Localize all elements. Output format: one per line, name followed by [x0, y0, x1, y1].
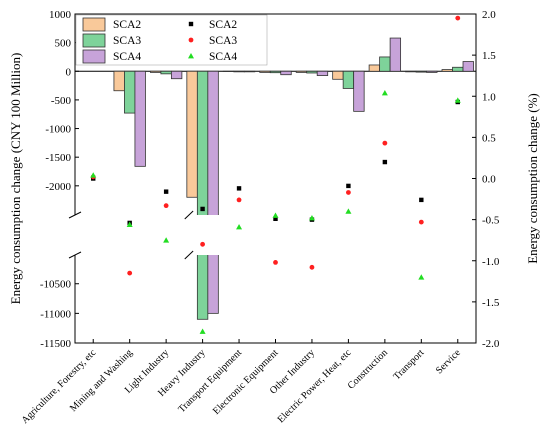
left-tick-label: -500 — [51, 95, 72, 107]
right-tick-label: -1.0 — [482, 256, 500, 268]
bar-sca2-1 — [114, 71, 125, 90]
bar-sca4-4 — [244, 71, 255, 72]
point-sca4-2 — [163, 237, 169, 242]
bar-sca2-8 — [369, 65, 380, 71]
legend-label: SCA2 — [209, 19, 237, 31]
bar-sca3-6 — [307, 71, 318, 73]
legend-swatch-sca3 — [83, 34, 105, 47]
bar-sca3-9 — [416, 71, 427, 72]
bar-sca4-7 — [354, 71, 365, 111]
left-axis-break-gap — [71, 215, 79, 255]
point-sca4-8 — [382, 90, 388, 95]
right-tick-label: 0.0 — [482, 174, 496, 186]
bar-sca3-5 — [270, 71, 281, 72]
right-tick-label: -2.0 — [482, 338, 500, 350]
point-sca3-4 — [237, 197, 242, 202]
point-sca4-3 — [200, 328, 206, 333]
bar-sca4-9 — [427, 71, 438, 72]
point-sca4-5 — [273, 213, 279, 218]
legend: SCA2 SCA3 SCA4 SCA2 SCA3 SCA4 — [76, 15, 267, 65]
point-sca3-7 — [346, 190, 351, 195]
x-category-label: Transport Equipment — [176, 347, 244, 415]
bar-sca4-6 — [317, 71, 328, 75]
right-axis-title: Energy consumption change (%) — [525, 93, 540, 264]
right-tick-label: 0.5 — [482, 132, 496, 144]
bar-sca4-3 — [208, 71, 219, 313]
bar-sca4-10 — [463, 62, 474, 72]
point-sca2-4 — [237, 186, 241, 190]
point-sca2-3 — [200, 207, 204, 211]
point-sca4-4 — [236, 224, 242, 229]
bar-sca3-10 — [453, 67, 464, 71]
point-sca4-7 — [345, 208, 351, 213]
right-tick-label: 1.5 — [482, 50, 496, 62]
point-sca4-9 — [418, 274, 424, 279]
point-sca3-3 — [200, 242, 205, 247]
right-tick-label: -0.5 — [482, 215, 500, 227]
bar-sca2-5 — [260, 71, 271, 72]
left-axis: 1000 500 0 -500 -1000 -1500 -2000 -10500 -11000 -… — [40, 9, 79, 350]
left-tick-label: 0 — [66, 66, 72, 78]
bar-sca3-7 — [343, 71, 354, 88]
legend-marker-sca2 — [189, 22, 193, 26]
bar-sca3-8 — [380, 57, 391, 71]
x-category-label: Electronic Equipment — [211, 347, 281, 417]
bar-sca4-8 — [390, 38, 401, 71]
left-tick-label: -11500 — [40, 338, 71, 350]
x-category-label: Service — [434, 347, 463, 376]
bar-sca2-10 — [442, 70, 453, 72]
bar-sca4-1 — [135, 71, 146, 166]
bar-sca2-2 — [150, 71, 161, 72]
point-sca2-9 — [419, 198, 423, 202]
bar-sca3-3 — [197, 71, 208, 319]
right-tick-label: 2.0 — [482, 9, 496, 21]
point-sca4-0 — [90, 172, 96, 177]
point-sca3-1 — [127, 271, 132, 276]
left-tick-label: -1500 — [45, 152, 71, 164]
left-axis-title: Energy consumption change (CNY 100 Milli… — [8, 53, 23, 305]
left-tick-label: -1000 — [45, 124, 71, 136]
bar-sca3-2 — [161, 71, 172, 74]
legend-marker-sca3 — [189, 38, 194, 43]
bar-sca3-4 — [234, 71, 245, 72]
x-category-label: Transport — [391, 347, 426, 382]
point-sca3-5 — [273, 260, 278, 265]
legend-label: SCA4 — [209, 51, 237, 63]
left-tick-label: -11000 — [40, 308, 71, 320]
x-category-label: Mining and Washing — [68, 347, 135, 414]
legend-swatch-sca4 — [83, 50, 105, 63]
point-sca3-9 — [419, 220, 424, 225]
x-category-label: Electric Power, Heat, etc — [276, 347, 354, 425]
bars-group — [114, 38, 474, 319]
legend-label: SCA2 — [113, 19, 141, 31]
point-sca2-8 — [383, 160, 387, 164]
left-tick-label: 1000 — [49, 9, 72, 21]
point-sca3-2 — [164, 203, 169, 208]
point-sca2-7 — [346, 184, 350, 188]
legend-label: SCA4 — [113, 51, 141, 63]
point-sca2-2 — [164, 189, 168, 193]
point-sca3-10 — [455, 16, 460, 21]
left-tick-label: -2000 — [45, 181, 71, 193]
bar-sca4-2 — [171, 71, 182, 78]
legend-swatch-sca2 — [83, 18, 105, 31]
legend-label: SCA3 — [113, 35, 141, 47]
bar-sca2-3 — [187, 71, 198, 197]
point-sca3-8 — [382, 141, 387, 146]
bar-sca4-5 — [281, 71, 292, 74]
bar-break-gap — [186, 215, 220, 255]
right-tick-label: -1.5 — [482, 297, 500, 309]
left-tick-label: 500 — [55, 38, 72, 50]
bar-sca2-6 — [296, 71, 307, 72]
bar-sca2-9 — [406, 71, 417, 72]
right-tick-label: 1.0 — [482, 91, 496, 103]
bar-sca2-7 — [333, 71, 344, 79]
point-sca3-6 — [310, 265, 315, 270]
left-tick-label: -10500 — [40, 279, 72, 291]
bar-sca3-1 — [124, 71, 135, 113]
legend-label: SCA3 — [209, 35, 237, 47]
